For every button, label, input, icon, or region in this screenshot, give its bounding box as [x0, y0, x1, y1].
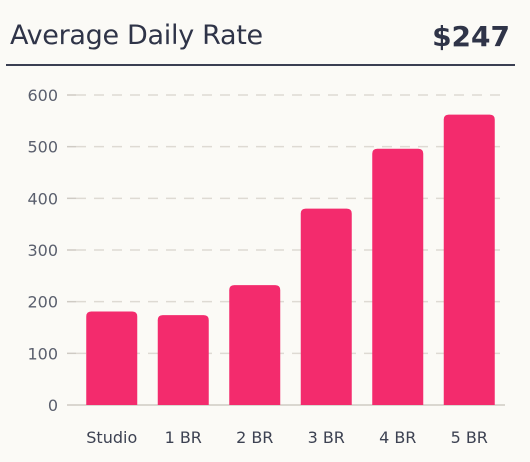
chart-card-title: Average Daily Rate	[10, 20, 263, 51]
y-tick-label: 200	[27, 293, 58, 312]
bar-2-br[interactable]	[229, 285, 281, 405]
bars	[86, 114, 495, 405]
bar-4-br[interactable]	[372, 148, 424, 405]
x-category-label: 4 BR	[379, 428, 416, 447]
x-category-label: 1 BR	[165, 428, 202, 447]
y-axis-ticks: 0 100 200 300 400 500 600	[27, 86, 76, 415]
bar-5-br[interactable]	[443, 114, 495, 405]
chart-header: Average Daily Rate $247	[0, 0, 530, 66]
x-axis-labels: Studio 1 BR 2 BR 3 BR 4 BR 5 BR	[86, 428, 488, 447]
y-tick-label: 0	[48, 396, 58, 415]
gridlines	[76, 94, 505, 406]
bar-studio[interactable]	[86, 311, 138, 405]
bar-3-br[interactable]	[300, 208, 352, 405]
y-tick-label: 300	[27, 241, 58, 260]
headline-value: $247	[432, 20, 510, 53]
y-tick-label: 400	[27, 189, 58, 208]
x-category-label: 3 BR	[308, 428, 345, 447]
bar-1-br[interactable]	[157, 315, 209, 405]
y-tick-label: 500	[27, 138, 58, 157]
y-tick-label: 100	[27, 344, 58, 363]
x-category-label: 2 BR	[236, 428, 273, 447]
x-category-label: Studio	[86, 428, 137, 447]
x-category-label: 5 BR	[451, 428, 488, 447]
header-divider	[6, 64, 515, 66]
y-tick-label: 600	[27, 86, 58, 105]
